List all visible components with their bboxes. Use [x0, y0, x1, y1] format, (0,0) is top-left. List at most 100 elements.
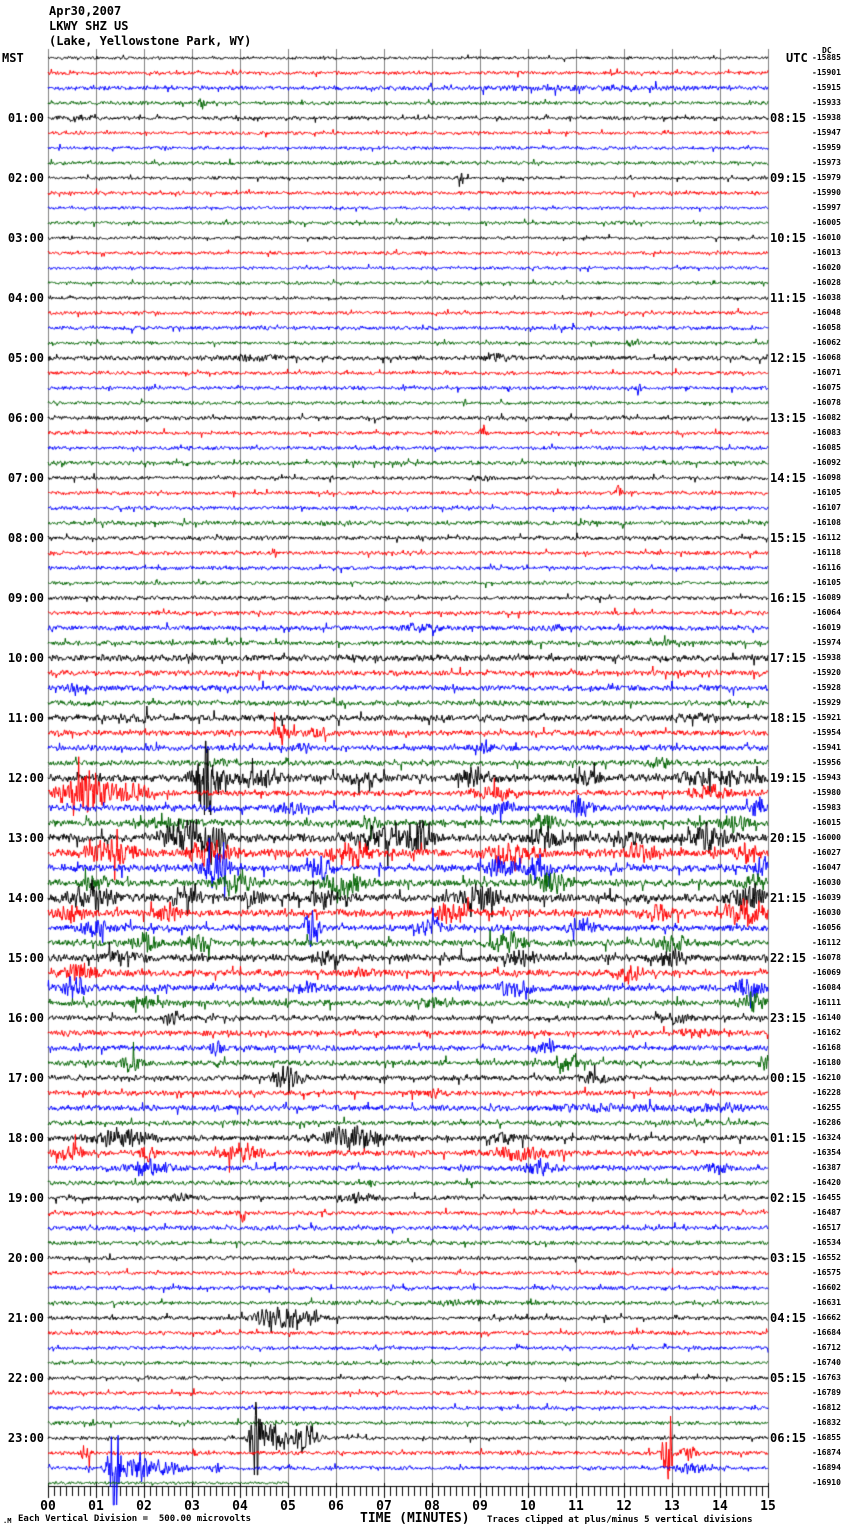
- dc-offset-value: -16228: [812, 1088, 841, 1097]
- dc-offset-value: -16111: [812, 998, 841, 1007]
- dc-offset-value: -16019: [812, 623, 841, 632]
- mst-hour-label: 04:00: [7, 291, 44, 305]
- dc-offset-value: -16631: [812, 1298, 841, 1307]
- dc-offset-value: -16684: [812, 1328, 841, 1337]
- dc-offset-value: -16712: [812, 1343, 841, 1352]
- dc-offset-value: -16116: [812, 563, 841, 572]
- dc-offset-value: -16056: [812, 923, 841, 932]
- dc-offset-value: -16789: [812, 1388, 841, 1397]
- dc-offset-value: -16286: [812, 1118, 841, 1127]
- dc-offset-value: -16089: [812, 593, 841, 602]
- mst-hour-label: 11:00: [7, 711, 44, 725]
- minute-tick-label: 14: [712, 1499, 728, 1514]
- dc-offset-value: -15983: [812, 803, 841, 812]
- dc-offset-value: -15980: [812, 788, 841, 797]
- dc-offset-value: -16855: [812, 1433, 841, 1442]
- dc-offset-value: -16039: [812, 893, 841, 902]
- dc-offset-value: -15938: [812, 653, 841, 662]
- utc-hour-label: 00:15: [770, 1071, 807, 1085]
- dc-offset-value: -16047: [812, 863, 841, 872]
- dc-offset-value: -16078: [812, 953, 841, 962]
- mst-hour-label: 07:00: [7, 471, 44, 485]
- dc-offset-value: -16084: [812, 983, 841, 992]
- dc-offset-value: -16078: [812, 398, 841, 407]
- dc-offset-value: -16098: [812, 473, 841, 482]
- dc-offset-value: -16015: [812, 818, 841, 827]
- utc-hour-label: 10:15: [770, 231, 807, 245]
- dc-offset-value: -16013: [812, 248, 841, 257]
- minute-tick-label: 04: [232, 1499, 248, 1514]
- dc-offset-value: -16010: [812, 233, 841, 242]
- mst-hour-label: 05:00: [7, 351, 44, 365]
- dc-offset-value: -16812: [812, 1403, 841, 1412]
- minute-tick-label: 02: [136, 1499, 152, 1514]
- dc-offset-value: -16082: [812, 413, 841, 422]
- dc-offset-value: -16112: [812, 533, 841, 542]
- dc-offset-value: -16118: [812, 548, 841, 557]
- dc-offset-value: -16092: [812, 458, 841, 467]
- utc-hour-label: 14:15: [770, 471, 807, 485]
- utc-hour-label: 13:15: [770, 411, 807, 425]
- dc-offset-value: -16071: [812, 368, 841, 377]
- dc-offset-value: -16910: [812, 1478, 841, 1487]
- dc-offset-value: -15974: [812, 638, 841, 647]
- utc-hour-label: 05:15: [770, 1371, 807, 1385]
- dc-offset-value: -15938: [812, 113, 841, 122]
- mst-hour-label: 03:00: [7, 231, 44, 245]
- dc-offset-value: -16030: [812, 908, 841, 917]
- utc-hour-label: 08:15: [770, 111, 807, 125]
- dc-offset-value: -16027: [812, 848, 841, 857]
- dc-offset-value: -16387: [812, 1163, 841, 1172]
- dc-offset-value: -15915: [812, 83, 841, 92]
- minute-tick-label: 12: [616, 1499, 632, 1514]
- dc-offset-value: -16832: [812, 1418, 841, 1427]
- dc-offset-value: -16112: [812, 938, 841, 947]
- dc-offset-value: -16894: [812, 1463, 841, 1472]
- dc-offset-value: -16180: [812, 1058, 841, 1067]
- right-axis-title-utc: UTC: [786, 51, 808, 65]
- utc-hour-label: 03:15: [770, 1251, 807, 1265]
- dc-offset-value: -16662: [812, 1313, 841, 1322]
- mst-hour-label: 16:00: [7, 1011, 44, 1025]
- dc-offset-value: -15901: [812, 68, 841, 77]
- mst-hour-label: 01:00: [7, 111, 44, 125]
- dc-offset-value: -16030: [812, 878, 841, 887]
- dc-offset-value: -16085: [812, 443, 841, 452]
- minute-tick-label: 15: [760, 1499, 776, 1514]
- mst-hour-label: 23:00: [7, 1431, 44, 1445]
- dc-offset-value: -16105: [812, 488, 841, 497]
- dc-offset-header: DC: [822, 46, 832, 55]
- utc-hour-label: 01:15: [770, 1131, 807, 1145]
- utc-hour-label: 18:15: [770, 711, 807, 725]
- dc-offset-value: -16048: [812, 308, 841, 317]
- dc-offset-value: -16075: [812, 383, 841, 392]
- utc-hour-label: 16:15: [770, 591, 807, 605]
- minute-tick-label: 13: [664, 1499, 680, 1514]
- mst-hour-label: 12:00: [7, 771, 44, 785]
- mst-hour-label: 21:00: [7, 1311, 44, 1325]
- dc-offset-value: -16020: [812, 263, 841, 272]
- dc-offset-value: -15921: [812, 713, 841, 722]
- mst-hour-label: 20:00: [7, 1251, 44, 1265]
- dc-offset-value: -15943: [812, 773, 841, 782]
- minute-tick-label: 03: [184, 1499, 200, 1514]
- mst-hour-label: 19:00: [7, 1191, 44, 1205]
- dc-offset-value: -15928: [812, 683, 841, 692]
- mst-hour-label: 10:00: [7, 651, 44, 665]
- mst-hour-label: 08:00: [7, 531, 44, 545]
- utc-hour-label: 22:15: [770, 951, 807, 965]
- dc-offset-value: -16068: [812, 353, 841, 362]
- utc-hour-label: 20:15: [770, 831, 807, 845]
- minute-tick-label: 00: [40, 1499, 56, 1514]
- utc-hour-label: 21:15: [770, 891, 807, 905]
- dc-offset-value: -15933: [812, 98, 841, 107]
- mst-hour-label: 13:00: [7, 831, 44, 845]
- footer-clipping-note: Traces clipped at plus/minus 5 vertical …: [487, 1515, 753, 1525]
- dc-offset-value: -16740: [812, 1358, 841, 1367]
- dc-offset-value: -16552: [812, 1253, 841, 1262]
- dc-offset-value: -15941: [812, 743, 841, 752]
- dc-offset-value: -16763: [812, 1373, 841, 1382]
- dc-offset-value: -16354: [812, 1148, 841, 1157]
